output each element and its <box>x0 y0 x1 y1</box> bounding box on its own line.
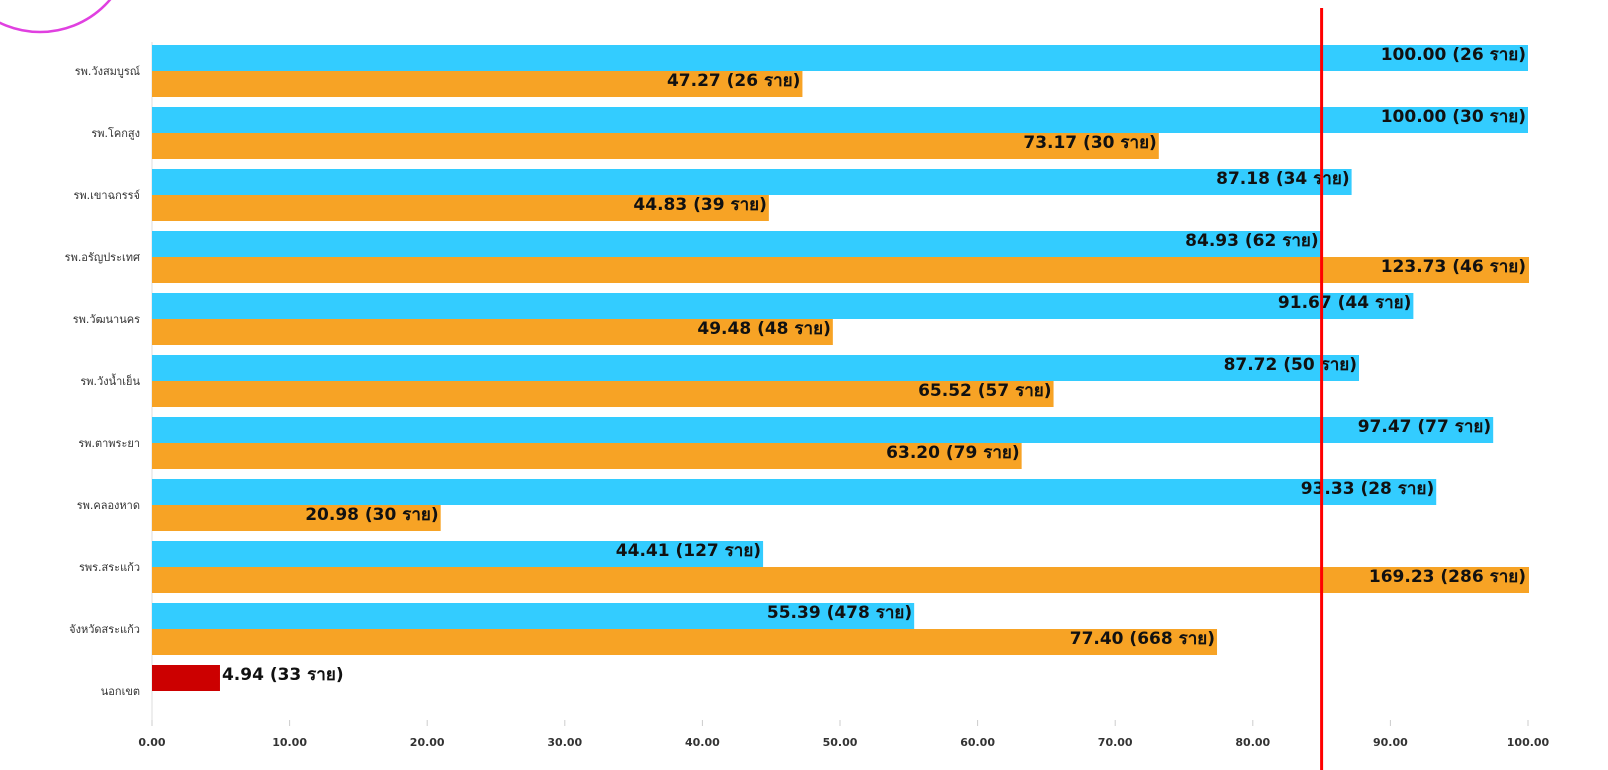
value-label: 63.20 (79 ราย) <box>886 443 1019 463</box>
bar <box>152 71 803 97</box>
value-label: 44.41 (127 ราย) <box>616 541 761 561</box>
bar <box>152 417 1494 443</box>
category-label: จังหวัดสระแก้ว <box>69 623 140 636</box>
bar <box>152 603 915 629</box>
value-label: 87.72 (50 ราย) <box>1224 355 1357 375</box>
category-label: รพ.เขาฉกรรจ์ <box>73 189 140 202</box>
value-label: 49.48 (48 ราย) <box>697 319 830 339</box>
category-label: รพ.อรัญประเทศ <box>65 251 140 264</box>
value-label: 123.73 (46 ราย) <box>1381 257 1526 277</box>
x-tick-label: 30.00 <box>547 736 582 749</box>
decoration <box>0 0 112 34</box>
value-label: 73.17 (30 ราย) <box>1023 133 1156 153</box>
bar <box>152 381 1054 407</box>
value-label: 97.47 (77 ราย) <box>1358 417 1491 437</box>
value-label: 77.40 (668 ราย) <box>1070 629 1215 649</box>
bar <box>152 319 833 345</box>
bar <box>152 133 1159 159</box>
category-label: รพ.คลองหาด <box>77 499 140 512</box>
category-label: รพร.สระแก้ว <box>79 561 140 574</box>
value-label: 20.98 (30 ราย) <box>305 505 438 525</box>
bar <box>152 505 441 531</box>
value-label: 91.67 (44 ราย) <box>1278 293 1411 313</box>
value-label: 47.27 (26 ราย) <box>667 71 800 91</box>
bar <box>152 107 1528 133</box>
bar <box>152 257 1529 283</box>
value-label: 84.93 (62 ราย) <box>1185 231 1318 251</box>
value-label: 100.00 (30 ราย) <box>1381 107 1526 127</box>
value-label: 87.18 (34 ราย) <box>1216 169 1349 189</box>
x-tick-label: 20.00 <box>410 736 445 749</box>
category-label: รพ.โคกสูง <box>91 126 140 140</box>
value-label: 100.00 (26 ราย) <box>1381 45 1526 65</box>
value-label: 55.39 (478 ราย) <box>767 603 912 623</box>
category-label: รพ.วัฒนานคร <box>73 313 140 326</box>
bar <box>152 195 769 221</box>
bar <box>152 293 1414 319</box>
x-tick-label: 10.00 <box>272 736 307 749</box>
bar <box>152 567 1529 593</box>
bar <box>152 355 1360 381</box>
value-label: 169.23 (286 ราย) <box>1369 567 1526 587</box>
category-label: รพ.วังน้ำเย็น <box>80 373 140 388</box>
value-label: 44.83 (39 ราย) <box>633 195 766 215</box>
category-label: รพ.ตาพระยา <box>78 437 140 450</box>
value-label: 93.33 (28 ราย) <box>1301 479 1434 499</box>
bar <box>152 629 1218 655</box>
x-tick-label: 40.00 <box>685 736 720 749</box>
category-label: รพ.วังสมบูรณ์ <box>75 65 140 78</box>
x-tick-label: 50.00 <box>823 736 858 749</box>
x-tick-label: 90.00 <box>1373 736 1408 749</box>
bar <box>152 443 1022 469</box>
x-tick-label: 60.00 <box>960 736 995 749</box>
x-tick-label: 80.00 <box>1235 736 1270 749</box>
category-label: นอกเขต <box>101 685 140 698</box>
bar <box>152 45 1528 71</box>
value-label: 4.94 (33 ราย) <box>222 665 344 685</box>
x-tick-label: 100.00 <box>1507 736 1550 749</box>
bar <box>152 169 1352 195</box>
value-label: 65.52 (57 ราย) <box>918 381 1051 401</box>
bar <box>152 665 220 691</box>
bar <box>152 479 1437 505</box>
x-tick-label: 70.00 <box>1098 736 1133 749</box>
bar <box>152 541 764 567</box>
bar <box>152 231 1321 257</box>
x-tick-label: 0.00 <box>138 736 165 749</box>
